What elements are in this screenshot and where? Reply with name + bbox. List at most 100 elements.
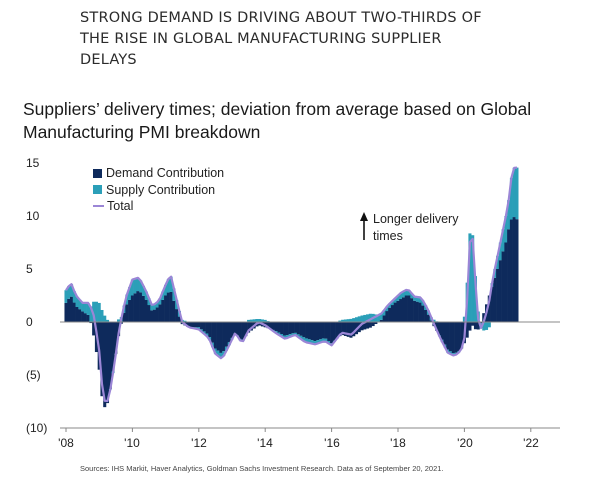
demand-bar xyxy=(471,322,475,326)
supply-bar xyxy=(150,304,154,311)
supply-bar xyxy=(485,322,489,330)
demand-bar xyxy=(147,305,151,322)
supply-bar xyxy=(222,351,226,356)
demand-bar xyxy=(465,322,469,338)
supply-bar xyxy=(482,322,486,331)
demand-bar xyxy=(141,295,145,322)
supply-bar xyxy=(418,297,422,303)
demand-bar xyxy=(197,322,201,328)
demand-bar xyxy=(175,309,179,322)
supply-bar xyxy=(81,302,85,312)
demand-bar xyxy=(105,322,110,404)
supply-bar xyxy=(504,216,508,243)
demand-bar xyxy=(296,322,300,335)
demand-bar xyxy=(487,295,491,322)
chart-subtitle: Suppliers’ delivery times; deviation fro… xyxy=(23,99,532,142)
supply-bar xyxy=(319,339,323,343)
demand-bar xyxy=(130,295,134,322)
supply-bar xyxy=(291,333,295,336)
supply-bar xyxy=(509,177,513,220)
supply-bar xyxy=(385,306,389,312)
legend-label-demand: Demand Contribution xyxy=(106,166,225,180)
demand-bar xyxy=(368,322,372,328)
supply-bar xyxy=(302,337,306,342)
demand-bar xyxy=(509,219,513,322)
demand-bar xyxy=(410,298,414,322)
supply-bar xyxy=(133,278,137,294)
supply-bar xyxy=(374,314,378,322)
demand-bar xyxy=(415,301,419,322)
total-line xyxy=(65,166,518,403)
demand-bar xyxy=(81,311,85,322)
supply-bar xyxy=(338,320,342,322)
supply-bar xyxy=(141,285,145,296)
supply-bar xyxy=(285,335,289,339)
demand-bar xyxy=(379,319,383,322)
demand-bar xyxy=(271,322,276,330)
supply-bar xyxy=(128,287,132,300)
x-tick-label: '14 xyxy=(257,436,273,450)
supply-bar xyxy=(216,350,220,357)
demand-bar xyxy=(504,242,508,322)
demand-bar xyxy=(360,322,364,331)
demand-bar xyxy=(83,313,87,322)
demand-bar xyxy=(64,302,68,322)
legend-swatch-demand xyxy=(93,168,102,178)
supply-bar xyxy=(404,289,408,296)
demand-bar xyxy=(404,295,408,322)
supply-bar xyxy=(249,319,253,322)
x-tick-label: '20 xyxy=(457,436,473,450)
supply-bar xyxy=(501,229,505,252)
demand-bar xyxy=(92,322,96,336)
demand-bar xyxy=(424,309,428,322)
supply-bar xyxy=(255,319,259,322)
legend-item-demand: Demand Contribution xyxy=(93,165,224,182)
demand-bar xyxy=(327,322,331,341)
supply-bar xyxy=(352,318,356,322)
demand-bar xyxy=(285,322,289,336)
demand-bar xyxy=(338,322,342,337)
demand-bar xyxy=(291,322,295,334)
demand-bar xyxy=(288,322,292,335)
supply-bar xyxy=(498,242,502,261)
supply-bar xyxy=(252,319,256,322)
y-tick-label: 10 xyxy=(26,209,40,223)
demand-bar xyxy=(103,322,107,408)
supply-bar xyxy=(169,276,173,292)
supply-bar xyxy=(346,319,350,322)
supply-bar xyxy=(343,319,347,322)
supply-bar xyxy=(296,334,300,338)
supply-bar xyxy=(432,319,436,322)
demand-bar xyxy=(100,322,104,397)
supply-bar xyxy=(130,279,134,296)
supply-bar xyxy=(75,296,79,307)
demand-bar xyxy=(164,295,168,322)
supply-bar xyxy=(94,301,98,322)
demand-bar xyxy=(473,322,477,330)
demand-bar xyxy=(363,322,367,330)
demand-bar xyxy=(205,322,209,334)
demand-bar xyxy=(208,322,212,338)
supply-bar xyxy=(86,302,90,315)
demand-bar xyxy=(161,299,165,322)
supply-bar xyxy=(72,291,76,303)
demand-bar xyxy=(236,322,240,336)
supply-bar xyxy=(307,339,311,344)
supply-bar xyxy=(247,319,251,322)
x-tick-label: '10 xyxy=(124,436,140,450)
demand-bar xyxy=(371,322,375,327)
demand-bar xyxy=(496,269,500,322)
supply-bar xyxy=(100,309,104,322)
supply-bar xyxy=(468,233,472,322)
supply-bar xyxy=(449,351,453,355)
supply-bar xyxy=(321,338,325,342)
demand-bar xyxy=(186,322,190,327)
demand-bar xyxy=(388,307,392,322)
supply-bar xyxy=(327,340,331,344)
demand-bar xyxy=(446,322,450,350)
demand-bar xyxy=(72,302,76,322)
demand-bar xyxy=(150,310,154,322)
y-tick-label: (10) xyxy=(26,421,48,435)
demand-bar xyxy=(153,309,157,322)
demand-bar xyxy=(468,322,472,331)
